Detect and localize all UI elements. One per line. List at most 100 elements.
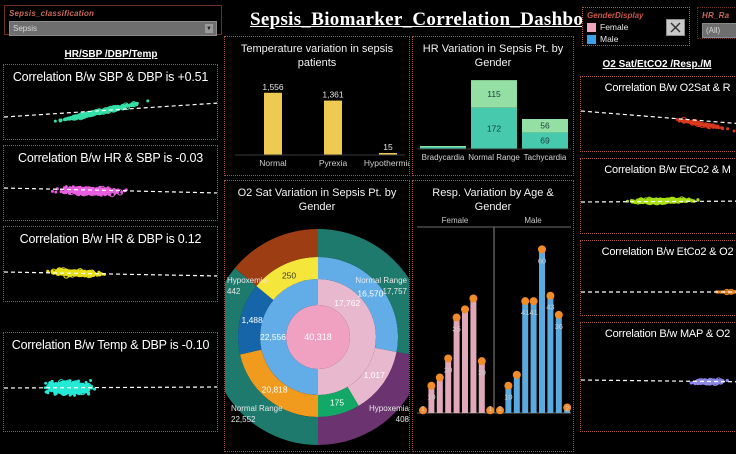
panel-title-corr-map-o2: Correlation B/w MAP & O2 [604, 328, 731, 340]
svg-text:Male: Male [524, 216, 542, 225]
sepsis-classification-label: Sepsis_classification [9, 9, 95, 18]
sepsis-classification-select[interactable]: Sepsis ▼ [9, 21, 217, 36]
gender-display-title: GenderDisplay [587, 11, 644, 20]
sepsis-classification-filter[interactable]: Sepsis_classification Sepsis ▼ [4, 5, 222, 36]
svg-text:442: 442 [227, 287, 241, 296]
chart-temperature-variation[interactable]: Temperature variation in sepsis patients… [224, 36, 410, 176]
scatter-hr-dbp [4, 267, 217, 279]
svg-text:Normal Range: Normal Range [231, 404, 283, 413]
page-title: Sepsis_Biomarker_Correlation_Dashboard [250, 9, 613, 30]
svg-text:Hypothermia: Hypothermia [364, 158, 410, 168]
svg-text:40,318: 40,318 [304, 332, 332, 342]
svg-text:1,556: 1,556 [262, 81, 284, 91]
svg-text:Bradycardia: Bradycardia [422, 153, 465, 162]
temperature-bar-svg: 1,556 1,361 15 Normal Pyrexia Hypothermia [235, 81, 410, 168]
panel-corr-map-o2[interactable]: Correlation B/w MAP & O2 [580, 322, 736, 432]
svg-text:19: 19 [478, 368, 486, 377]
scatter-sbp-dbp [4, 99, 217, 123]
svg-text:Normal Range: Normal Range [355, 276, 407, 285]
svg-text:15: 15 [383, 142, 393, 152]
svg-text:Pyrexia: Pyrexia [319, 158, 348, 168]
hr-range-value: (All) [706, 26, 721, 35]
svg-text:17,762: 17,762 [334, 297, 360, 307]
svg-text:115: 115 [487, 88, 501, 98]
svg-text:22,552: 22,552 [231, 415, 256, 424]
scatter-temp-dbp [4, 379, 217, 397]
svg-text:175: 175 [330, 397, 344, 407]
panel-corr-sbp-dbp[interactable]: Correlation B/w SBP & DBP is +0.51 [3, 64, 218, 140]
panel-corr-etco2-o2[interactable]: Correlation B/w EtCo2 & O2 [580, 240, 736, 316]
hr-variation-svg: Bradycardia 172 115 Normal Range 69 56 Tachyca… [417, 79, 571, 162]
svg-text:Female: Female [442, 216, 469, 225]
panel-title-corr-temp-dbp: Correlation B/w Temp & DBP is -0.10 [11, 338, 210, 352]
panel-corr-hr-sbp[interactable]: Correlation B/w HR & SBP is -0.03 [3, 145, 218, 221]
svg-text:10: 10 [427, 392, 435, 401]
chart-title-temperature: Temperature variation in sepsis patients [240, 43, 394, 69]
svg-text:1: 1 [498, 404, 502, 413]
female-color-swatch [587, 22, 596, 32]
svg-text:17,757: 17,757 [383, 287, 408, 296]
close-icon[interactable] [666, 19, 685, 36]
svg-text:35: 35 [452, 324, 460, 333]
scatter-etco2-m [581, 196, 736, 206]
panel-title-corr-hr-sbp: Correlation B/w HR & SBP is -0.03 [18, 151, 203, 165]
scatter-etco2-o2 [581, 288, 736, 296]
svg-text:41: 41 [521, 308, 529, 317]
svg-text:1: 1 [421, 404, 425, 413]
chevron-down-icon[interactable]: ▼ [205, 24, 213, 33]
svg-text:408: 408 [396, 415, 410, 424]
svg-text:56: 56 [540, 120, 550, 130]
scatter-hr-sbp [4, 185, 217, 198]
chart-title-hr-variation: HR Variation in Sepsis Pt. by Gender [422, 43, 564, 69]
svg-text:2: 2 [565, 404, 569, 413]
svg-text:10: 10 [504, 392, 512, 401]
svg-text:41: 41 [529, 308, 537, 317]
male-color-swatch [587, 34, 596, 44]
legend-item-female[interactable]: Female [587, 22, 685, 32]
svg-text:Normal Range: Normal Range [468, 153, 520, 162]
svg-text:43: 43 [546, 302, 554, 311]
hr-range-label: HR_Ra [702, 11, 730, 20]
panel-title-corr-sbp-dbp: Correlation B/w SBP & DBP is +0.51 [12, 70, 209, 84]
left-column-header: HR/SBP /DBP/Temp [64, 49, 158, 60]
panel-title-corr-etco2-m: Correlation B/w EtCo2 & M [604, 164, 731, 176]
chart-hr-variation[interactable]: HR Variation in Sepsis Pt. by Gender Bra… [412, 36, 574, 176]
legend-label-male: Male [600, 34, 619, 44]
panel-corr-o2sat-r[interactable]: Correlation B/w O2Sat & R [580, 76, 736, 152]
panel-corr-hr-dbp[interactable]: Correlation B/w HR & DBP is 0.12 [3, 226, 218, 302]
svg-text:Tachycardia: Tachycardia [524, 153, 567, 162]
hr-range-filter[interactable]: HR_Ra (All) [697, 7, 736, 39]
o2sat-sunburst-svg: 40,318 22,556 17,762 20,818 1,488 250 16,570 1,… [225, 228, 410, 445]
svg-text:16,570: 16,570 [357, 288, 383, 298]
panel-title-corr-o2sat-r: Correlation B/w O2Sat & R [604, 82, 731, 94]
gender-display-legend[interactable]: GenderDisplay Female Male [582, 7, 690, 46]
chart-o2sat-sunburst[interactable]: O2 Sat Variation in Sepsis Pt. by Gender… [224, 180, 410, 452]
scatter-o2sat-r [581, 110, 736, 133]
hr-range-select[interactable]: (All) [702, 23, 736, 38]
legend-label-female: Female [600, 22, 629, 32]
sepsis-classification-value: Sepsis [13, 24, 38, 33]
scatter-map-o2 [581, 377, 736, 386]
panel-title-corr-hr-dbp: Correlation B/w HR & DBP is 0.12 [19, 232, 202, 246]
panel-corr-etco2-m[interactable]: Correlation B/w EtCo2 & M [580, 158, 736, 234]
svg-text:22,556: 22,556 [260, 332, 286, 342]
svg-text:1,017: 1,017 [364, 370, 386, 380]
chart-title-o2sat: O2 Sat Variation in Sepsis Pt. by Gender [237, 187, 397, 213]
chart-resp-variation[interactable]: Resp. Variation by Age & Gender Female Ma… [412, 180, 574, 452]
svg-text:20,818: 20,818 [262, 384, 288, 394]
svg-text:1,488: 1,488 [241, 315, 263, 325]
panel-corr-temp-dbp[interactable]: Correlation B/w Temp & DBP is -0.10 [3, 332, 218, 432]
chart-title-resp-variation: Resp. Variation by Age & Gender [432, 187, 554, 213]
svg-text:Hypoxemia: Hypoxemia [369, 404, 410, 413]
svg-text:Normal: Normal [259, 158, 287, 168]
legend-item-male[interactable]: Male [587, 34, 685, 44]
panel-title-corr-etco2-o2: Correlation B/w EtCo2 & O2 [601, 246, 734, 258]
svg-text:Hypoxemia: Hypoxemia [227, 276, 268, 285]
svg-text:60: 60 [538, 256, 546, 265]
svg-text:250: 250 [282, 270, 296, 280]
svg-text:69: 69 [540, 135, 550, 145]
right-column-header: O2 Sat/EtCO2 /Resp./M [602, 59, 712, 70]
svg-text:1: 1 [488, 404, 492, 413]
